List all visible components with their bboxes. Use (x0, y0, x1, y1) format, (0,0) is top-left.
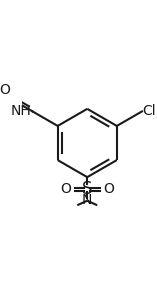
Text: S: S (82, 180, 92, 198)
Text: Cl: Cl (143, 104, 156, 118)
Text: O: O (103, 182, 114, 196)
Text: N: N (82, 193, 92, 207)
Text: O: O (61, 182, 71, 196)
Text: O: O (0, 83, 10, 97)
Text: NH: NH (11, 104, 31, 118)
